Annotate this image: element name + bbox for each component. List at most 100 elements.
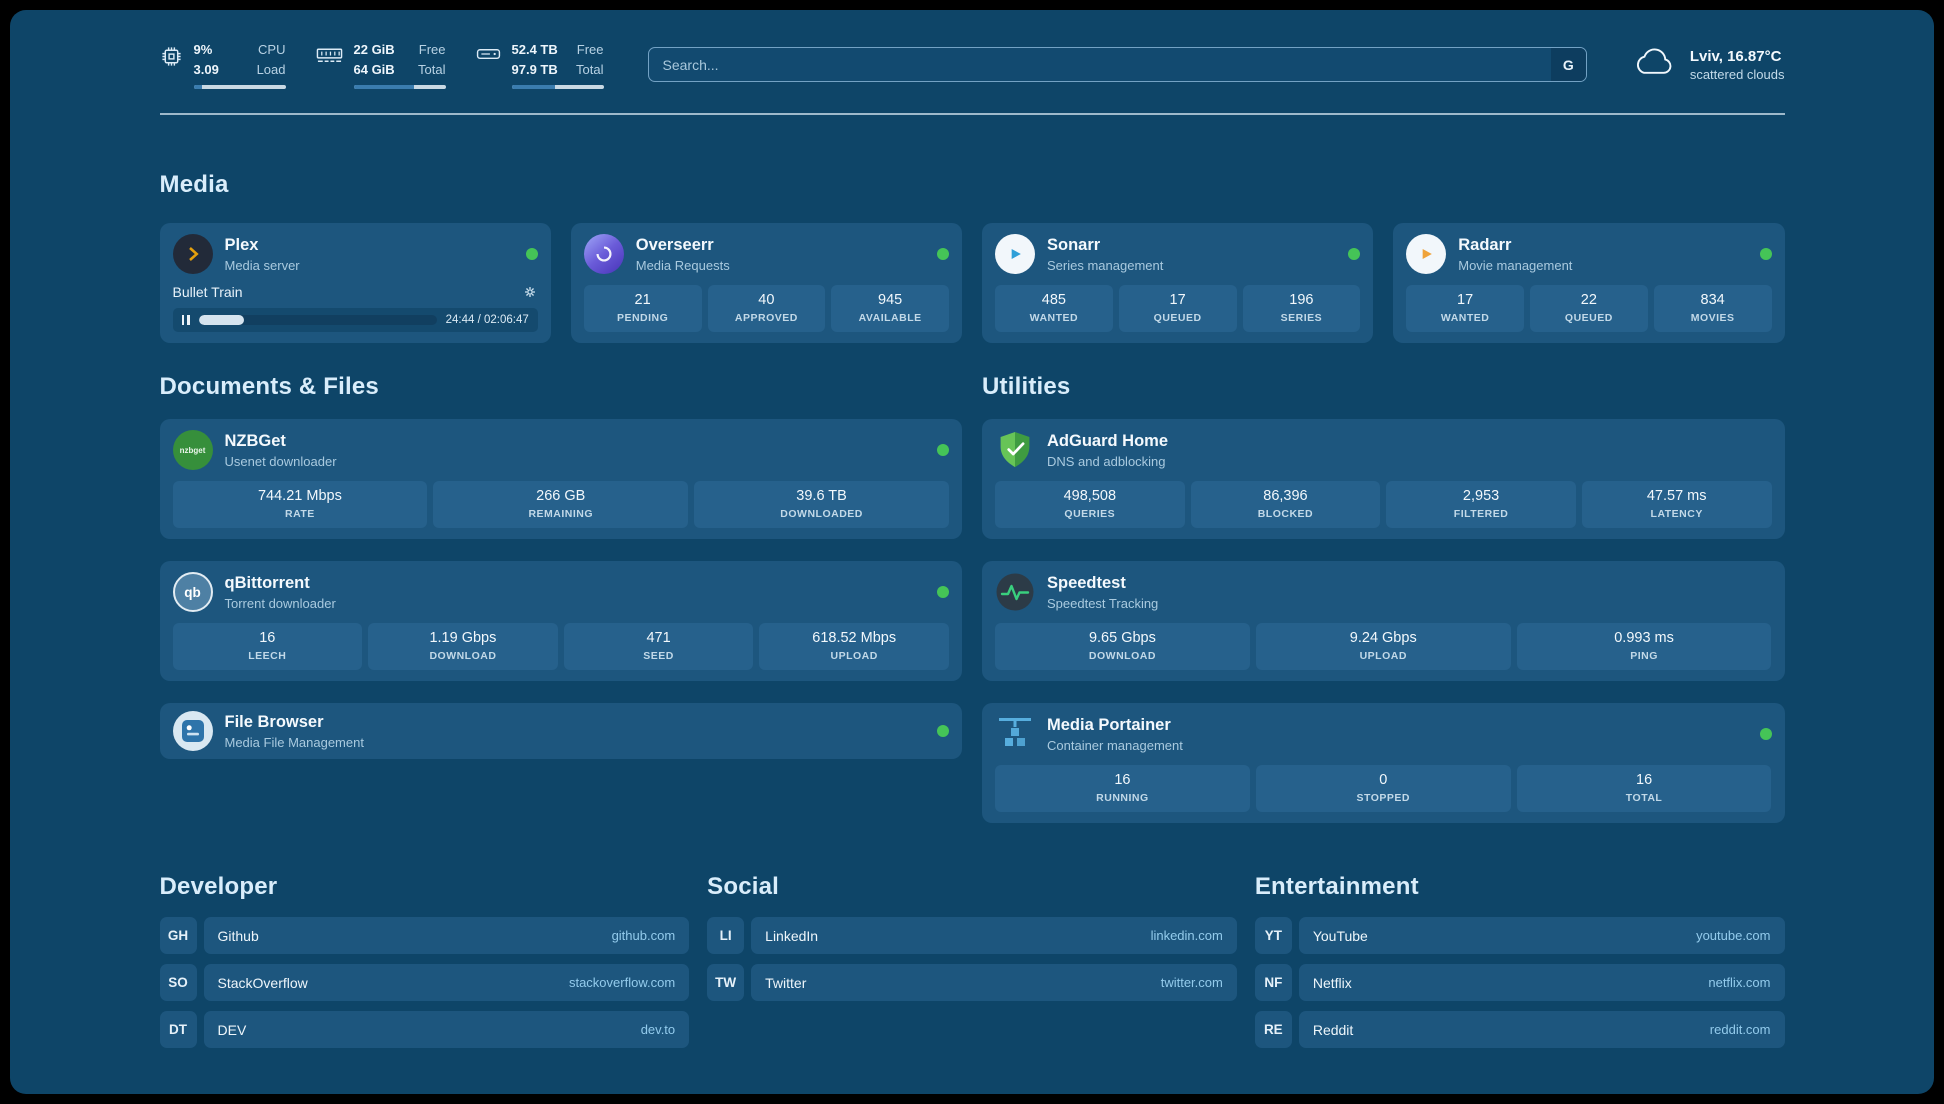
stat-tile: 40 APPROVED <box>707 285 826 332</box>
settings-gear-icon[interactable] <box>522 284 538 300</box>
service-card-radarr[interactable]: Radarr Movie management 17 WANTED 22 QUE… <box>1393 223 1785 343</box>
stat-label: RATE <box>285 508 315 520</box>
service-subtitle: Usenet downloader <box>224 453 337 469</box>
bookmark-row-linkedin[interactable]: LI LinkedIn linkedin.com <box>707 917 1237 954</box>
bookmark-row-netflix[interactable]: NF Netflix netflix.com <box>1254 964 1785 1001</box>
sonarr-icon <box>995 234 1035 274</box>
service-subtitle: Media Requests <box>635 257 730 273</box>
status-indicator <box>937 248 949 260</box>
stat-label: DOWNLOAD <box>429 650 497 662</box>
search-bar: G <box>647 47 1587 82</box>
stat-tile: 16 RUNNING <box>995 765 1250 812</box>
bookmark-name: Reddit <box>1312 1021 1354 1038</box>
documents-column: Documents & Files nzbget NZBGet Usenet d… <box>159 343 962 759</box>
stat-label: QUERIES <box>1064 508 1116 520</box>
service-card-portainer[interactable]: Media Portainer Container management 16 … <box>982 703 1785 823</box>
stat-label: UPLOAD <box>830 650 878 662</box>
stat-tile: 744.21 Mbps RATE <box>172 481 428 528</box>
stat-tile: 86,396 BLOCKED <box>1190 481 1381 528</box>
service-card-plex[interactable]: Plex Media server Bullet Train <box>159 223 551 343</box>
bookmark-row-youtube[interactable]: YT YouTube youtube.com <box>1254 917 1785 954</box>
service-card-sonarr[interactable]: Sonarr Series management 485 WANTED 17 Q… <box>982 223 1374 343</box>
memory-usage-bar <box>353 85 446 89</box>
playback-progress[interactable] <box>198 315 437 325</box>
stat-value: 618.52 Mbps <box>812 630 897 646</box>
stat-tile: 266 GB REMAINING <box>433 481 689 528</box>
bookmark-url: netflix.com <box>1708 975 1771 990</box>
bookmark-row-twitter[interactable]: TW Twitter twitter.com <box>707 964 1237 1001</box>
service-name: AdGuard Home <box>1047 431 1169 450</box>
service-subtitle: Media File Management <box>224 734 364 750</box>
weather-widget: Lviv, 16.87°C scattered clouds <box>1631 45 1785 84</box>
bookmark-group-title: Developer <box>159 873 278 900</box>
disk-free-value: 52.4 TB <box>511 42 558 57</box>
disk-total-label: Total <box>576 61 604 77</box>
stat-value: 471 <box>646 630 671 646</box>
section-title-media: Media <box>159 171 229 198</box>
bookmark-name: Github <box>217 927 259 944</box>
playback-bar[interactable]: 24:44 / 02:06:47 <box>172 308 538 332</box>
service-card-nzbget[interactable]: nzbget NZBGet Usenet downloader 744.21 M… <box>159 419 962 539</box>
cpu-load-label: Load <box>256 61 286 77</box>
stat-label: WANTED <box>1029 312 1079 324</box>
service-subtitle: Media server <box>224 257 300 273</box>
stat-tile: 47.57 ms LATENCY <box>1581 481 1772 528</box>
stat-value: 21 <box>634 292 651 308</box>
service-card-qbittorrent[interactable]: qb qBittorrent Torrent downloader 16 <box>159 561 962 681</box>
bookmark-row-dev[interactable]: DT DEV dev.to <box>159 1011 690 1048</box>
service-name: Speedtest <box>1047 573 1126 592</box>
stat-value: 22 <box>1580 292 1597 308</box>
weather-location: Lviv, 16.87°C <box>1689 47 1782 65</box>
nzbget-icon: nzbget <box>172 430 213 470</box>
stat-label: APPROVED <box>734 312 798 324</box>
memory-total-label: Total <box>418 61 446 77</box>
bookmark-group-title: Social <box>707 873 780 900</box>
service-card-speedtest[interactable]: Speedtest Speedtest Tracking 9.65 Gbps D… <box>982 561 1785 681</box>
stat-tile: 9.65 Gbps DOWNLOAD <box>995 623 1250 670</box>
memory-widget: 22 GiB 64 GiB Free Total <box>316 40 446 89</box>
stat-value: 16 <box>259 630 276 646</box>
top-bar: 9% 3.09 CPU Load <box>160 40 1785 89</box>
stat-tile: 945 AVAILABLE <box>831 285 949 332</box>
service-name: Sonarr <box>1047 235 1101 254</box>
bookmark-url: github.com <box>611 928 676 943</box>
stat-label: SEED <box>643 650 674 662</box>
radarr-icon <box>1406 234 1447 274</box>
stat-tile: 471 SEED <box>563 623 754 670</box>
stat-tile: 2,953 FILTERED <box>1386 481 1576 528</box>
service-card-filebrowser[interactable]: File Browser Media File Management <box>159 703 962 759</box>
bookmark-row-reddit[interactable]: RE Reddit reddit.com <box>1254 1011 1785 1048</box>
bookmark-group-social: Social LI LinkedIn linkedin.com TW Twitt… <box>707 873 1237 1048</box>
bookmark-url: stackoverflow.com <box>568 975 676 990</box>
stat-tile: 1.19 Gbps DOWNLOAD <box>368 623 558 670</box>
bookmark-group-title: Entertainment <box>1254 873 1419 900</box>
disk-free-label: Free <box>576 42 604 57</box>
stat-value: 498,508 <box>1063 488 1117 504</box>
stat-tile: 17 QUEUED <box>1118 285 1237 332</box>
service-subtitle: Series management <box>1047 257 1164 273</box>
bookmark-abbr: RE <box>1254 1011 1292 1048</box>
media-cards-row: Plex Media server Bullet Train <box>159 223 1785 343</box>
bookmark-url: reddit.com <box>1709 1022 1771 1037</box>
search-engine-button[interactable]: G <box>1550 48 1586 81</box>
divider <box>159 113 1785 115</box>
disk-total-value: 97.9 TB <box>511 61 558 77</box>
bookmark-row-stackoverflow[interactable]: SO StackOverflow stackoverflow.com <box>159 964 690 1001</box>
stat-value: 485 <box>1041 292 1066 308</box>
service-card-adguard[interactable]: AdGuard Home DNS and adblocking 498,508 … <box>982 419 1785 539</box>
playback-time: 24:44 / 02:06:47 <box>445 314 529 326</box>
pause-icon[interactable] <box>181 315 190 325</box>
stat-value: 47.57 ms <box>1646 488 1707 504</box>
bookmark-url: twitter.com <box>1160 975 1223 990</box>
cloud-icon <box>1631 45 1677 84</box>
stat-label: WANTED <box>1440 312 1490 324</box>
portainer-crane-icon <box>995 714 1035 754</box>
status-indicator <box>937 725 949 737</box>
service-card-overseerr[interactable]: Overseerr Media Requests 21 PENDING 40 A… <box>570 223 962 343</box>
stat-tile: 16 TOTAL <box>1516 765 1772 812</box>
service-name: Radarr <box>1458 235 1512 254</box>
search-input[interactable] <box>647 47 1587 82</box>
cpu-usage-bar <box>193 85 286 89</box>
bookmark-row-github[interactable]: GH Github github.com <box>159 917 690 954</box>
bookmark-abbr: YT <box>1254 917 1292 954</box>
